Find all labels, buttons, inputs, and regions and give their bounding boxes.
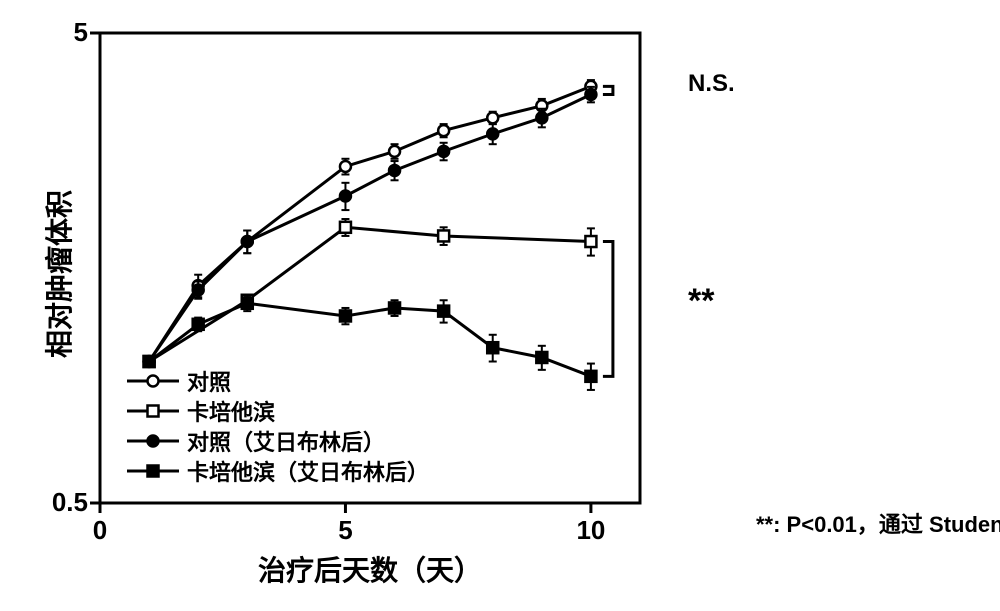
footnote: **: P<0.01，通过 Student t-检验 (756, 507, 1000, 539)
legend-row-control: 对照 (125, 366, 429, 396)
legend: 对照卡培他滨对照（艾日布林后）卡培他滨（艾日布林后） (125, 366, 429, 486)
x-axis-title: 治疗后天数（天） (230, 549, 510, 589)
legend-label: 对照 (187, 365, 231, 397)
ytick-label: 0.5 (28, 487, 88, 518)
chart-root: { "chart": { "type": "line", "background… (0, 0, 1000, 611)
ytick-label: 5 (28, 17, 88, 48)
legend-label: 卡培他滨（艾日布林后） (187, 455, 429, 487)
legend-swatch (125, 426, 181, 456)
xtick-label: 0 (80, 515, 120, 546)
y-axis-title: 相对肿瘤体积 (38, 164, 78, 384)
annotation-ns: N.S. (688, 70, 735, 98)
legend-swatch (125, 366, 181, 396)
legend-label: 卡培他滨 (187, 395, 275, 427)
annotation-star: ** (688, 282, 714, 321)
xtick-label: 5 (325, 515, 365, 546)
xtick-label: 10 (571, 515, 611, 546)
legend-swatch (125, 456, 181, 486)
legend-row-control_post_eribulin: 对照（艾日布林后） (125, 426, 429, 456)
legend-row-capecitabine_post_eribulin: 卡培他滨（艾日布林后） (125, 456, 429, 486)
legend-label: 对照（艾日布林后） (187, 425, 385, 457)
legend-swatch (125, 396, 181, 426)
legend-row-capecitabine: 卡培他滨 (125, 396, 429, 426)
